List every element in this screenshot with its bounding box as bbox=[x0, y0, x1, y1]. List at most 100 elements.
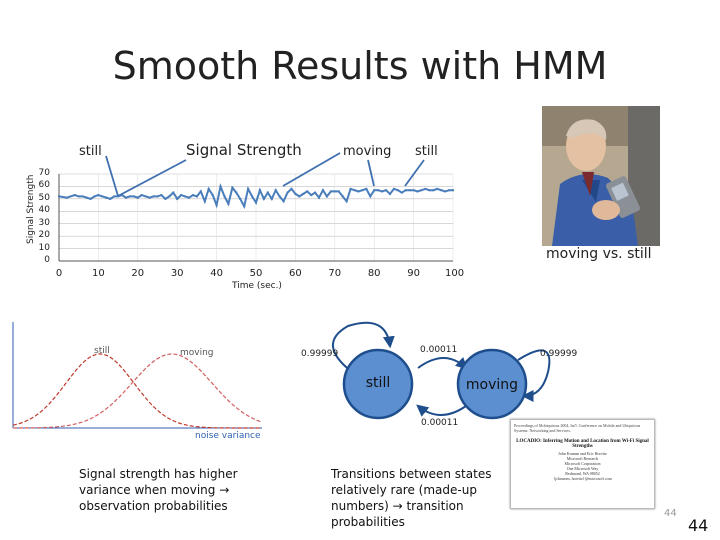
data-point bbox=[89, 197, 92, 200]
x-tick-label: 50 bbox=[249, 268, 263, 279]
y-tick-label: 0 bbox=[44, 255, 50, 265]
data-point bbox=[97, 194, 100, 197]
gaussian-label-still: still bbox=[94, 346, 110, 356]
self-loop-still bbox=[331, 321, 395, 373]
data-point bbox=[357, 190, 360, 193]
data-point bbox=[345, 200, 348, 203]
data-point bbox=[227, 202, 230, 205]
data-point bbox=[176, 197, 179, 200]
note-transition-line3: numbers) → transition bbox=[331, 499, 464, 513]
state-still-label: still bbox=[365, 375, 391, 391]
data-point bbox=[136, 196, 139, 199]
paper-thumbnail: Proceedings of Mobiquitous 2004, Int'l. … bbox=[510, 419, 655, 509]
data-point bbox=[81, 195, 84, 198]
x-tick-label: 0 bbox=[55, 268, 63, 279]
data-point bbox=[101, 195, 104, 198]
data-point bbox=[314, 191, 317, 194]
y-tick-label: 60 bbox=[38, 180, 50, 191]
data-point bbox=[152, 195, 155, 198]
page-number: 44 bbox=[688, 516, 709, 535]
pointer-still-left bbox=[105, 155, 119, 197]
data-point bbox=[113, 195, 116, 198]
data-point bbox=[199, 190, 202, 193]
data-point bbox=[105, 196, 108, 199]
data-point bbox=[416, 190, 419, 193]
data-point bbox=[235, 191, 238, 194]
data-point bbox=[392, 187, 395, 190]
data-point bbox=[377, 189, 380, 192]
y-tick-label: 10 bbox=[38, 242, 50, 253]
data-point bbox=[274, 189, 277, 192]
data-point bbox=[270, 197, 273, 200]
data-point bbox=[215, 204, 218, 207]
prob-self-still: 0.99999 bbox=[301, 349, 339, 359]
data-point bbox=[365, 187, 368, 190]
chart-label-moving: moving bbox=[343, 144, 392, 159]
chart-title: Signal Strength bbox=[186, 141, 302, 159]
data-point bbox=[77, 195, 80, 198]
paper-title: LOCADIO: Inferring Motion and Location f… bbox=[516, 439, 649, 449]
x-tick-label: 60 bbox=[289, 268, 302, 279]
transition-still-to-moving bbox=[417, 357, 468, 370]
data-point bbox=[373, 189, 376, 192]
note-observation-line1: Signal strength has higher bbox=[79, 467, 238, 481]
data-point bbox=[349, 187, 352, 190]
transition-moving-to-still bbox=[416, 404, 467, 417]
data-point bbox=[192, 194, 194, 197]
x-tick-label: 80 bbox=[367, 268, 381, 279]
data-point bbox=[128, 195, 131, 198]
data-point bbox=[452, 189, 454, 192]
data-point bbox=[184, 195, 187, 198]
note-transition-line2: relatively rare (made-up bbox=[331, 483, 477, 497]
pointer-title bbox=[117, 159, 187, 197]
data-point bbox=[266, 191, 269, 194]
data-point bbox=[333, 190, 336, 193]
data-point bbox=[58, 195, 60, 198]
data-point bbox=[85, 196, 88, 199]
data-point bbox=[243, 205, 246, 208]
note-observation-line3: observation probabilities bbox=[79, 499, 228, 513]
y-tick-label: 40 bbox=[38, 205, 50, 216]
data-point bbox=[164, 197, 167, 200]
data-point bbox=[188, 196, 190, 199]
prob-self-moving: 0.99999 bbox=[540, 349, 578, 359]
paper-authors: John Krumm and Eric Horvitz Microsoft Re… bbox=[553, 451, 612, 481]
data-point bbox=[282, 200, 285, 203]
data-point bbox=[211, 194, 214, 197]
data-point bbox=[306, 190, 309, 193]
data-point bbox=[329, 190, 332, 193]
gaussian-x-label: noise variance bbox=[195, 431, 261, 441]
note-observation: Signal strength has higher variance when… bbox=[79, 466, 238, 514]
note-transition: Transitions between states relatively ra… bbox=[331, 466, 491, 530]
y-tick-label: 50 bbox=[38, 192, 50, 203]
x-axis-label: Time (sec.) bbox=[232, 281, 282, 291]
data-point bbox=[144, 195, 147, 198]
data-point bbox=[180, 194, 183, 197]
y-tick-label: 30 bbox=[38, 217, 50, 228]
data-point bbox=[286, 191, 289, 194]
data-point bbox=[125, 196, 127, 199]
data-point bbox=[258, 189, 261, 192]
data-point bbox=[195, 195, 198, 198]
data-point bbox=[325, 195, 328, 198]
data-point bbox=[251, 195, 254, 198]
pointer-moving-right bbox=[367, 159, 375, 187]
y-tick-label: 20 bbox=[38, 230, 50, 241]
data-point bbox=[121, 194, 123, 197]
data-point bbox=[436, 187, 439, 190]
data-point bbox=[172, 191, 175, 194]
data-point bbox=[278, 195, 281, 198]
prob-still-to-moving: 0.00011 bbox=[420, 345, 458, 355]
data-point bbox=[337, 190, 340, 193]
data-point bbox=[93, 195, 96, 198]
data-point bbox=[369, 195, 372, 198]
data-point bbox=[444, 190, 447, 193]
photo-caption: moving vs. still bbox=[546, 246, 652, 262]
data-point bbox=[219, 185, 222, 188]
data-point bbox=[255, 201, 257, 204]
gaussian-label-moving: moving bbox=[180, 348, 214, 358]
data-point bbox=[168, 195, 171, 198]
data-point bbox=[385, 189, 387, 192]
x-tick-label: 100 bbox=[445, 268, 465, 279]
